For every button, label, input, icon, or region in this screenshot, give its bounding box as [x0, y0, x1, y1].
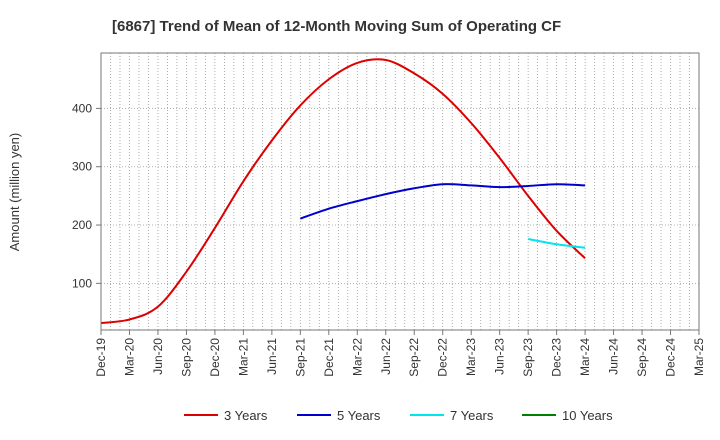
grid — [101, 53, 699, 330]
x-tick-label: Dec-20 — [208, 338, 222, 377]
y-axis: 100 200 300 400 — [72, 101, 101, 290]
series-line-5-years — [300, 183, 586, 220]
x-tick-label: Jun-20 — [151, 338, 165, 375]
legend-label-10-years: 10 Years — [562, 408, 613, 423]
x-tick-label: Sep-21 — [293, 338, 307, 377]
x-tick-label: Sep-22 — [407, 338, 421, 377]
y-tick-label: 300 — [72, 160, 92, 174]
x-tick-label: Sep-24 — [635, 338, 649, 377]
x-tick-label: Jun-22 — [379, 338, 393, 375]
legend-label-5-years: 5 Years — [337, 408, 381, 423]
y-axis-label: Amount (million yen) — [7, 133, 22, 252]
y-tick-label: 100 — [72, 276, 92, 290]
x-tick-label: Mar-24 — [578, 338, 592, 376]
legend-label-7-years: 7 Years — [450, 408, 494, 423]
x-tick-label: Jun-21 — [265, 338, 279, 375]
x-tick-label: Jun-23 — [493, 338, 507, 375]
legend-label-3-years: 3 Years — [224, 408, 268, 423]
series-line-3-years — [100, 58, 586, 324]
x-axis: Dec-19 Mar-20 Jun-20 Sep-20 Dec-20 Mar-21 Jun-… — [94, 330, 706, 377]
x-tick-label: Mar-23 — [464, 338, 478, 376]
y-tick-label: 200 — [72, 218, 92, 232]
x-tick-label: Dec-23 — [550, 338, 564, 377]
x-tick-label: Jun-24 — [607, 338, 621, 375]
y-tick-label: 400 — [72, 101, 92, 115]
x-tick-label: Sep-23 — [521, 338, 535, 377]
x-tick-label: Mar-21 — [236, 338, 250, 376]
x-tick-label: Dec-24 — [664, 338, 678, 377]
x-tick-label: Sep-20 — [179, 338, 193, 377]
x-tick-label: Dec-21 — [322, 338, 336, 377]
x-tick-label: Mar-25 — [692, 338, 706, 376]
series-lines — [100, 58, 586, 324]
x-tick-label: Mar-22 — [350, 338, 364, 376]
legend: 3 Years 5 Years 7 Years 10 Years — [184, 408, 613, 423]
x-tick-label: Dec-19 — [94, 338, 108, 377]
series-line-7-years — [527, 238, 586, 249]
x-tick-label: Dec-22 — [436, 338, 450, 377]
chart-title: [6867] Trend of Mean of 12-Month Moving … — [112, 18, 561, 35]
x-tick-label: Mar-20 — [122, 338, 136, 376]
plot-border — [100, 52, 700, 331]
